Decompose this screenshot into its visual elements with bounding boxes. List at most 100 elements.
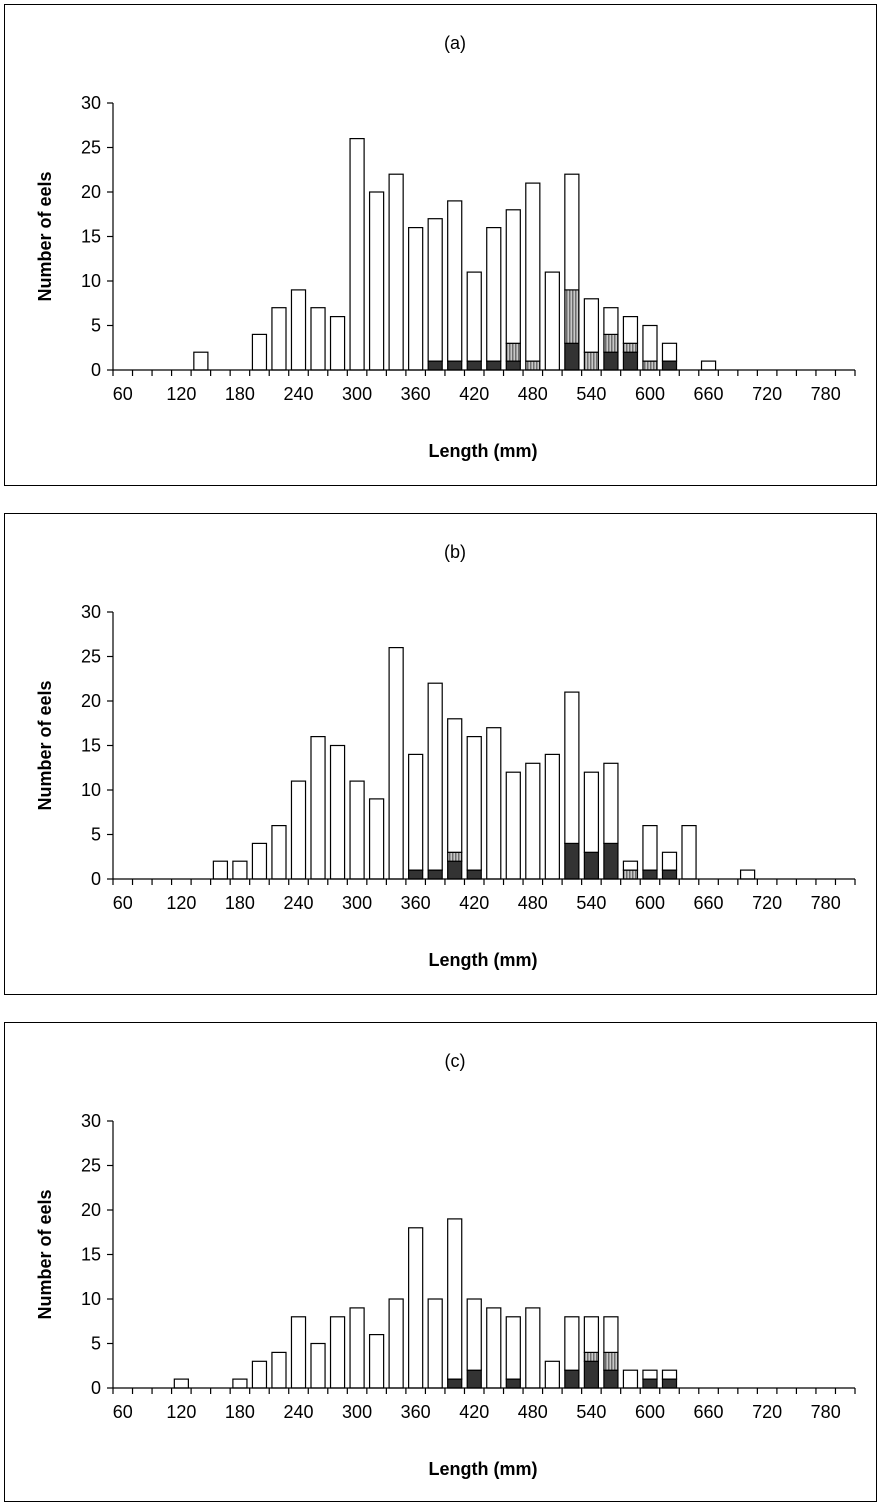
x-tick-label: 360 — [401, 1402, 431, 1422]
bar-dark-segment — [447, 860, 463, 880]
bar-dark-segment — [564, 342, 580, 371]
bar-white-segment — [525, 182, 541, 362]
y-tick-label: 0 — [91, 869, 101, 889]
x-tick-label: 720 — [752, 384, 782, 404]
bar-white-segment — [329, 316, 346, 371]
x-tick-label: 780 — [811, 1402, 841, 1422]
x-tick-label: 240 — [283, 1402, 313, 1422]
x-tick-label: 480 — [518, 384, 548, 404]
bar-white-segment — [349, 780, 365, 880]
y-tick-label: 5 — [91, 825, 101, 845]
bar-white-segment — [212, 860, 229, 880]
x-tick-label: 240 — [283, 893, 313, 913]
y-tick-label: 0 — [91, 360, 101, 380]
bar-white-segment — [564, 691, 580, 845]
bar-striped-segment — [505, 342, 521, 362]
bar-white-segment — [642, 1369, 658, 1380]
x-tick-label: 120 — [166, 893, 196, 913]
bar-white-segment — [388, 647, 404, 880]
bar-white-segment — [544, 271, 560, 371]
bar-white-segment — [329, 1316, 346, 1389]
x-tick-label: 540 — [576, 893, 606, 913]
chart-panel-a: (a) Number of eels Length (mm) 0 5 10 15 20 25 30… — [4, 4, 877, 486]
y-tick-label: 5 — [91, 1334, 101, 1354]
bar-white-segment — [290, 1316, 307, 1389]
x-tick-label: 600 — [635, 384, 665, 404]
bar-dark-segment — [642, 1378, 658, 1389]
bar-white-segment — [486, 227, 502, 362]
bar-white-segment — [681, 825, 697, 880]
x-tick-label: 720 — [752, 893, 782, 913]
bar-white-segment — [427, 682, 443, 871]
x-tick-label: 300 — [342, 893, 372, 913]
chart-svg: (c) Number of eels Length (mm) 0 5 10 15 20 25 30… — [35, 1051, 856, 1479]
bar-white-segment — [544, 1360, 560, 1389]
bar-white-segment — [622, 316, 639, 344]
bar-white-segment — [525, 1307, 541, 1389]
x-tick-label: 300 — [342, 1402, 372, 1422]
bar-white-segment — [603, 1316, 619, 1353]
bar-white-segment — [661, 342, 678, 362]
bar-white-segment — [310, 307, 326, 371]
chart-title: (c) — [445, 1051, 466, 1071]
bar-dark-segment — [661, 869, 678, 880]
y-tick-label: 5 — [91, 316, 101, 336]
y-tick-label: 15 — [81, 227, 101, 247]
y-tick-label: 30 — [81, 1111, 101, 1131]
x-tick-label: 540 — [576, 1402, 606, 1422]
bar-white-segment — [290, 289, 307, 371]
bar-white-segment — [271, 307, 287, 371]
bar-striped-segment — [583, 1351, 600, 1362]
bar-white-segment — [564, 1316, 580, 1371]
x-tick-label: 420 — [459, 1402, 489, 1422]
bar-dark-segment — [564, 1369, 580, 1389]
bar-white-segment — [544, 753, 560, 880]
x-tick-label: 60 — [113, 1402, 133, 1422]
bar-white-segment — [661, 1369, 678, 1380]
bar-dark-segment — [603, 842, 619, 880]
bar-white-segment — [310, 1342, 326, 1389]
bar-striped-segment — [622, 342, 639, 353]
y-tick-label: 10 — [81, 780, 101, 800]
chart-panel-c: (c) Number of eels Length (mm) 0 5 10 15 20 25 30… — [4, 1022, 877, 1502]
x-tick-label: 180 — [225, 1402, 255, 1422]
chart-title: (a) — [444, 33, 466, 53]
y-tick-label: 20 — [81, 182, 101, 202]
bar-white-segment — [290, 780, 307, 880]
bar-white-segment — [583, 298, 600, 353]
bar-white-segment — [427, 218, 443, 362]
bar-white-segment — [447, 200, 463, 362]
bar-dark-segment — [505, 1378, 521, 1389]
bar-striped-segment — [583, 351, 600, 371]
bar-dark-segment — [486, 360, 502, 371]
bar-white-segment — [505, 209, 521, 344]
bar-dark-segment — [583, 851, 600, 880]
bar-white-segment — [388, 173, 404, 371]
bar-white-segment — [564, 173, 580, 291]
bar-white-segment — [466, 1298, 482, 1371]
bar-dark-segment — [447, 1378, 463, 1389]
bar-striped-segment — [525, 360, 541, 371]
bar-dark-segment — [505, 360, 521, 371]
x-tick-label: 660 — [694, 893, 724, 913]
x-tick-label: 780 — [811, 384, 841, 404]
bar-white-segment — [271, 825, 287, 880]
bar-white-segment — [388, 1298, 404, 1389]
x-tick-label: 360 — [401, 893, 431, 913]
x-tick-label: 60 — [113, 384, 133, 404]
chart-svg: (b) Number of eels Length (mm) 0 5 10 15 20 25 30… — [35, 542, 856, 970]
x-tick-label: 420 — [459, 384, 489, 404]
x-tick-label: 660 — [694, 1402, 724, 1422]
bar-white-segment — [661, 851, 678, 871]
bar-white-segment — [193, 351, 209, 371]
x-tick-label: 120 — [166, 1402, 196, 1422]
bar-dark-segment — [466, 360, 482, 371]
bar-white-segment — [427, 1298, 443, 1389]
x-tick-label: 600 — [635, 1402, 665, 1422]
bar-dark-segment — [603, 351, 619, 371]
bar-white-segment — [583, 1316, 600, 1353]
bar-white-segment — [251, 333, 268, 371]
y-axis-label: Number of eels — [35, 171, 55, 301]
x-tick-label: 780 — [811, 893, 841, 913]
bar-white-segment — [642, 324, 658, 362]
